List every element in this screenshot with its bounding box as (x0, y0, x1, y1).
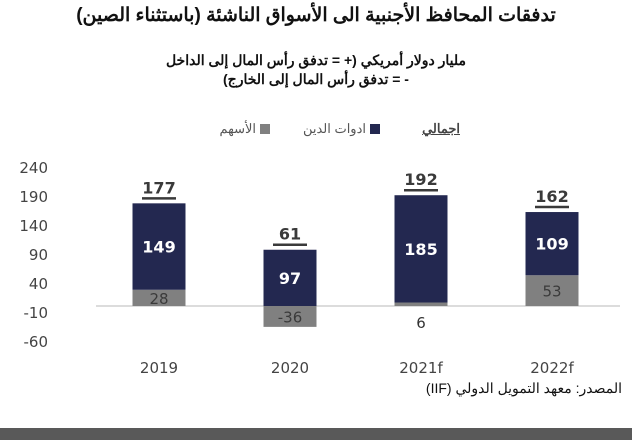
chart-title: تدفقات المحافظ الأجنبية الى الأسواق النا… (76, 5, 556, 26)
bar-debt-2019 (132, 203, 186, 290)
x-tick-label-2019: 2019 (140, 359, 178, 377)
bar-equity-2020 (263, 306, 317, 327)
legend-total-label: اجمالي (422, 121, 460, 136)
legend-equity-swatch (260, 124, 270, 134)
bar-debt-2021f (394, 195, 448, 303)
legend-equity-label: الأسهم (219, 121, 256, 136)
label-debt-2019: 149 (142, 238, 175, 257)
bar-equity-2021f (394, 302, 448, 306)
legend-debt-label: ادوات الدين (302, 121, 366, 136)
bar-debt-2022f (525, 212, 579, 276)
footer-bar (0, 428, 632, 440)
source-note: المصدر: معهد التمويل الدولي (IIF) (425, 380, 622, 396)
label-equity-2020: -36 (278, 308, 303, 326)
label-equity-2022f: 53 (542, 283, 561, 301)
label-equity-2021f: 6 (416, 314, 426, 332)
legend: اجمالي ادوات الدين الأسهم (190, 121, 480, 141)
x-tick-label-2021f: 2021f (399, 359, 443, 377)
label-debt-2020: 97 (279, 269, 301, 288)
label-total-2020: 61 (279, 225, 301, 244)
label-total-2019: 177 (142, 178, 175, 197)
legend-debt-swatch (370, 124, 380, 134)
y-tick-label: -10 (24, 304, 49, 322)
y-tick-label: 140 (19, 217, 48, 235)
y-tick-label: 240 (19, 159, 48, 177)
bar-equity-2019 (132, 289, 186, 306)
label-debt-2021f: 185 (404, 240, 437, 259)
chart-subtitle-line1: مليار دولار أمريكي (+ = تدفق رأس المال إ… (165, 52, 467, 68)
y-tick-label: 40 (29, 275, 48, 293)
label-debt-2022f: 109 (535, 235, 568, 254)
bar-debt-2020 (263, 249, 317, 306)
y-tick-label: -60 (24, 333, 49, 351)
bar-equity-2022f (525, 275, 579, 306)
legend-debt: ادوات الدين (303, 121, 380, 137)
y-tick-label: 190 (19, 188, 48, 206)
legend-equity: الأسهم (219, 121, 270, 137)
x-tick-label-2020: 2020 (271, 359, 309, 377)
label-total-2021f: 192 (404, 170, 437, 189)
label-total-2022f: 162 (535, 187, 568, 206)
label-equity-2019: 28 (149, 290, 168, 308)
y-tick-label: 90 (29, 246, 48, 264)
legend-total: اجمالي (422, 121, 460, 137)
chart-subtitle-line2: - = تدفق رأس المال إلى الخارج) (223, 71, 409, 87)
x-tick-label-2022f: 2022f (530, 359, 574, 377)
